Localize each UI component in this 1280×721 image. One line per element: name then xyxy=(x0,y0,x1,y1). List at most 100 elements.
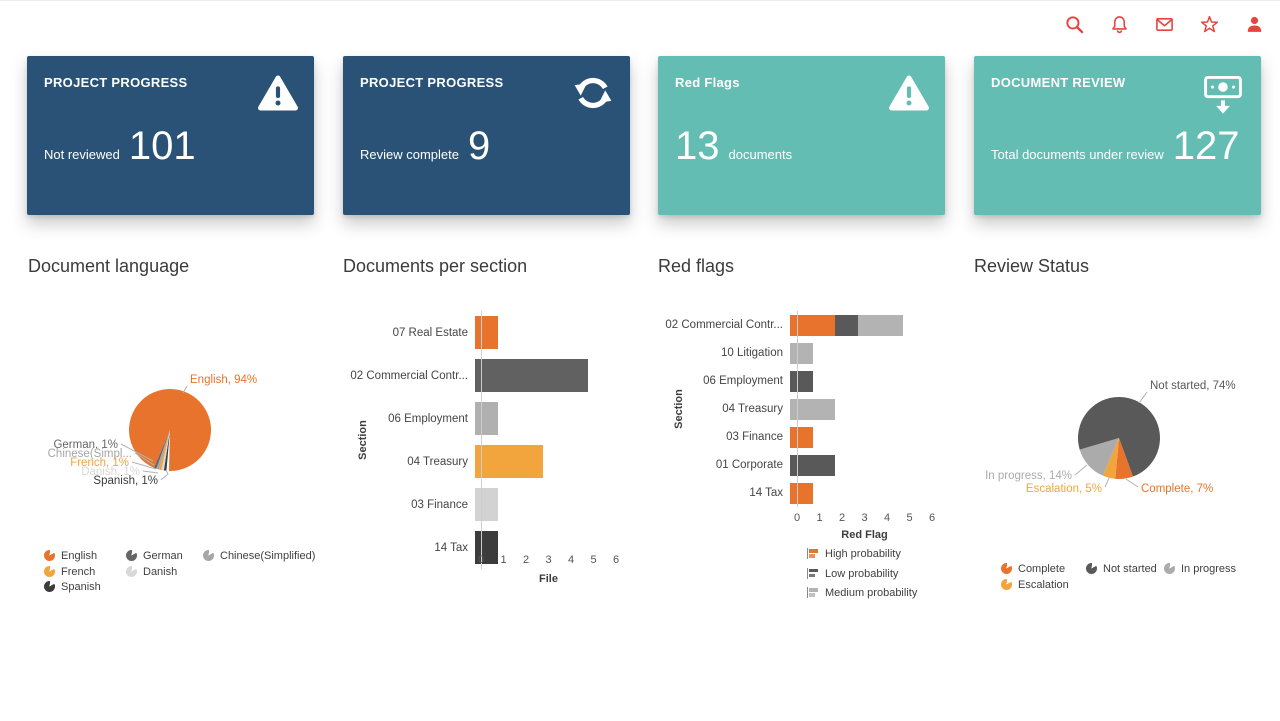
stat-label: Not reviewed xyxy=(44,147,120,162)
bar-segment-medium[interactable] xyxy=(790,342,813,364)
legend-item-medium-probability[interactable]: Medium probability xyxy=(807,586,917,602)
legend-item-in-progress[interactable]: In progress xyxy=(1164,562,1236,578)
notifications-bell-icon[interactable] xyxy=(1110,15,1129,34)
stat-value: 13 xyxy=(675,124,720,168)
bar-track xyxy=(790,454,965,476)
tick-label: 1 xyxy=(816,512,823,524)
profile-user-icon[interactable] xyxy=(1245,15,1264,34)
category-label: 03 Finance xyxy=(411,498,468,511)
pie-slice-german[interactable] xyxy=(153,430,170,469)
legend-pie-swatch xyxy=(44,550,55,561)
legend-column: Complete Escalation xyxy=(1001,562,1086,593)
bar-rows: 02 Commercial Contr... 10 Litigation 06 … xyxy=(655,311,965,507)
bar-segment[interactable] xyxy=(475,445,543,478)
chart-title-red-flags: Red flags xyxy=(658,256,735,276)
legend-column: In progress xyxy=(1164,562,1236,593)
pie-label-german: German, 1% xyxy=(53,439,118,451)
legend-pie-swatch xyxy=(203,550,214,561)
card-stat: Not reviewed 101 xyxy=(44,126,300,166)
document-language-legend: English French Spanish German Danish Chi… xyxy=(44,549,315,596)
legend-item-german[interactable]: German xyxy=(126,549,203,565)
tick-label: 0 xyxy=(477,554,485,566)
pie-slice-escalation[interactable] xyxy=(1102,438,1119,479)
search-icon[interactable] xyxy=(1065,15,1084,34)
pie-label-danish: Danish, 1% xyxy=(81,466,140,478)
bar-segment-low[interactable] xyxy=(790,370,813,392)
pie-slice-danish[interactable] xyxy=(161,430,170,471)
tick-label: 0 xyxy=(793,512,801,524)
bar-track xyxy=(790,370,965,392)
pie-slice-not-started[interactable] xyxy=(1078,397,1160,477)
pie-slice-complete[interactable] xyxy=(1115,438,1134,479)
bar-track xyxy=(790,398,965,420)
pie-slice-chinese-simplified-[interactable] xyxy=(156,430,170,470)
stat-label: Review complete xyxy=(360,147,459,162)
category-label: 06 Employment xyxy=(703,375,783,387)
stat-value: 127 xyxy=(1172,124,1240,168)
legend-label: Complete xyxy=(1018,563,1066,575)
legend-label: Spanish xyxy=(61,581,101,593)
bar-segment-low[interactable] xyxy=(790,454,835,476)
legend-item-complete[interactable]: Complete xyxy=(1001,562,1086,578)
card-title: DOCUMENT REVIEW xyxy=(991,75,1126,90)
label-leader-line xyxy=(160,469,169,481)
mail-envelope-icon[interactable] xyxy=(1155,15,1174,34)
category-label: 04 Treasury xyxy=(722,403,783,415)
bar-row: 14 Tax xyxy=(655,479,965,507)
bar-segment-medium[interactable] xyxy=(857,314,903,336)
legend-item-english[interactable]: English xyxy=(44,549,126,565)
favorites-star-icon[interactable] xyxy=(1200,15,1219,34)
legend-column: Chinese(Simplified) xyxy=(203,549,315,596)
bar-segment[interactable] xyxy=(475,402,498,435)
pie-slice-english[interactable] xyxy=(129,389,212,471)
category-label: 03 Finance xyxy=(726,431,783,443)
bar-track xyxy=(475,531,640,564)
bar-segment-high[interactable] xyxy=(790,314,835,336)
legend-item-spanish[interactable]: Spanish xyxy=(44,580,126,596)
warning-triangle-icon xyxy=(258,69,298,117)
legend-item-not-started[interactable]: Not started xyxy=(1086,562,1164,578)
legend-pie-swatch xyxy=(44,565,55,577)
kpi-card-review-complete[interactable]: PROJECT PROGRESS Review complete 9 xyxy=(343,56,630,215)
bar-row: 02 Commercial Contr... xyxy=(655,311,965,339)
kpi-card-document-review[interactable]: DOCUMENT REVIEW Total documents under re… xyxy=(974,56,1261,215)
bar-rows: 07 Real Estate 02 Commercial Contr... 06… xyxy=(340,311,640,569)
kpi-card-red-flags[interactable]: Red Flags 13 documents xyxy=(658,56,945,215)
bar-segment-medium[interactable] xyxy=(790,398,835,420)
header-icon-bar xyxy=(1065,15,1264,34)
pie-slice-spanish[interactable] xyxy=(163,430,170,471)
legend-pie-swatch xyxy=(44,581,55,592)
legend-item-danish[interactable]: Danish xyxy=(126,565,203,581)
category-label: 04 Treasury xyxy=(407,455,468,468)
legend-column: English French Spanish xyxy=(44,549,126,596)
tick-label: 6 xyxy=(612,554,620,566)
tick-label: 3 xyxy=(545,554,552,566)
bar-segment-high[interactable] xyxy=(790,482,813,504)
bar-segment[interactable] xyxy=(475,316,498,349)
bar-segment[interactable] xyxy=(475,531,498,564)
legend-label: High probability xyxy=(825,548,901,560)
kpi-card-not-reviewed[interactable]: PROJECT PROGRESS Not reviewed 101 xyxy=(27,56,314,215)
tick-label: 6 xyxy=(928,512,936,524)
legend-item-escalation[interactable]: Escalation xyxy=(1001,578,1086,594)
bar-segment[interactable] xyxy=(475,488,498,521)
label-leader-line xyxy=(182,385,188,394)
documents-per-section-bar-chart: Section 07 Real Estate 02 Commercial Con… xyxy=(340,298,640,598)
bar-segment-high[interactable] xyxy=(790,426,813,448)
label-leader-line xyxy=(1104,477,1110,488)
card-title: PROJECT PROGRESS xyxy=(44,75,188,90)
bar-track xyxy=(475,445,640,478)
bar-row: 03 Finance xyxy=(340,483,640,526)
legend-item-french[interactable]: French xyxy=(44,565,126,581)
bar-segment-low[interactable] xyxy=(835,314,858,336)
bar-track xyxy=(790,342,965,364)
legend-item-high-probability[interactable]: High probability xyxy=(807,547,917,563)
bar-segment[interactable] xyxy=(475,359,588,392)
x-axis-label: Red Flag xyxy=(841,529,888,541)
refresh-icon xyxy=(572,69,614,117)
legend-item-chinese[interactable]: Chinese(Simplified) xyxy=(203,549,315,565)
pie-slice-french[interactable] xyxy=(158,430,170,471)
pie-slice-in-progress[interactable] xyxy=(1079,438,1119,476)
bar-row: 10 Litigation xyxy=(655,339,965,367)
legend-item-low-probability[interactable]: Low probability xyxy=(807,567,917,583)
